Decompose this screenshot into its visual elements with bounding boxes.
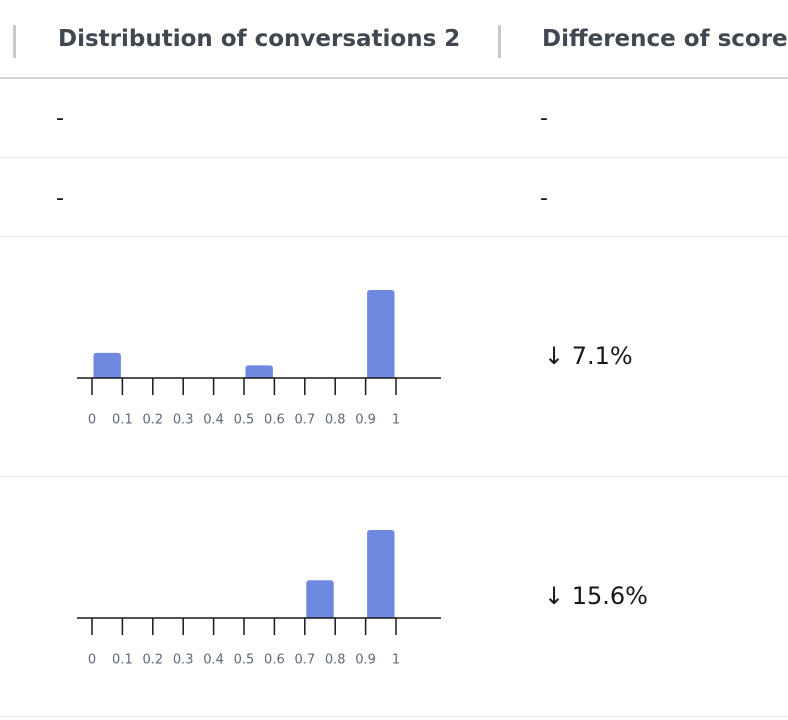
x-tick-label: 0.4 — [203, 413, 224, 428]
x-tick-label: 0.1 — [112, 653, 133, 668]
score-difference: ↓ 7.1% — [544, 342, 633, 370]
histogram: 0 0.1 0.2 0.3 0.4 0.5 0.6 0.7 0.8 0.9 1 — [77, 290, 441, 428]
empty-value: - — [56, 186, 64, 211]
table-header: Distribution of conversations 2 Differen… — [0, 0, 788, 79]
empty-value: - — [540, 186, 548, 211]
empty-value: - — [540, 106, 548, 131]
table-row: -- — [0, 158, 788, 237]
column-header[interactable]: Difference of score — [542, 26, 788, 52]
table-row: 0 0.1 0.2 0.3 0.4 0.5 0.6 0.7 0.8 0.9 1 ↓ 7.1% — [0, 237, 788, 477]
x-tick-label: 0.7 — [294, 653, 315, 668]
table-row: 0 0.1 0.2 0.3 0.4 0.5 0.6 0.7 0.8 0.9 1 ↓ 15.6% — [0, 477, 788, 717]
histogram-bar — [93, 352, 121, 378]
x-tick-label: 0.2 — [142, 653, 163, 668]
table-row: -- — [0, 78, 788, 158]
histogram-bar — [245, 365, 273, 378]
x-tick-label: 0 — [88, 413, 96, 428]
x-tick-label: 0.5 — [234, 653, 255, 668]
histogram-bar — [306, 580, 334, 618]
x-tick-label: 0.8 — [325, 653, 346, 668]
x-tick-label: 0.2 — [142, 413, 163, 428]
x-tick-label: 0.6 — [264, 413, 285, 428]
x-tick-label: 0.4 — [203, 653, 224, 668]
x-tick-label: 0.1 — [112, 413, 133, 428]
x-tick-label: 0.5 — [234, 413, 255, 428]
column-separator — [498, 25, 501, 58]
x-tick-label: 0 — [88, 653, 96, 668]
column-header[interactable]: Distribution of conversations 2 — [58, 26, 461, 52]
x-tick-label: 0.8 — [325, 413, 346, 428]
score-difference: ↓ 15.6% — [544, 582, 648, 610]
x-tick-label: 0.3 — [173, 653, 194, 668]
x-tick-label: 1 — [392, 413, 400, 428]
histogram-bar — [367, 290, 395, 378]
x-tick-label: 0.6 — [264, 653, 285, 668]
x-tick-label: 0.9 — [355, 413, 376, 428]
column-separator — [13, 25, 16, 58]
x-tick-label: 0.7 — [294, 413, 315, 428]
x-tick-label: 0.9 — [355, 653, 376, 668]
x-tick-label: 1 — [392, 653, 400, 668]
histogram-bar — [367, 530, 395, 618]
empty-value: - — [56, 106, 64, 131]
histogram: 0 0.1 0.2 0.3 0.4 0.5 0.6 0.7 0.8 0.9 1 — [77, 530, 441, 668]
x-tick-label: 0.3 — [173, 413, 194, 428]
